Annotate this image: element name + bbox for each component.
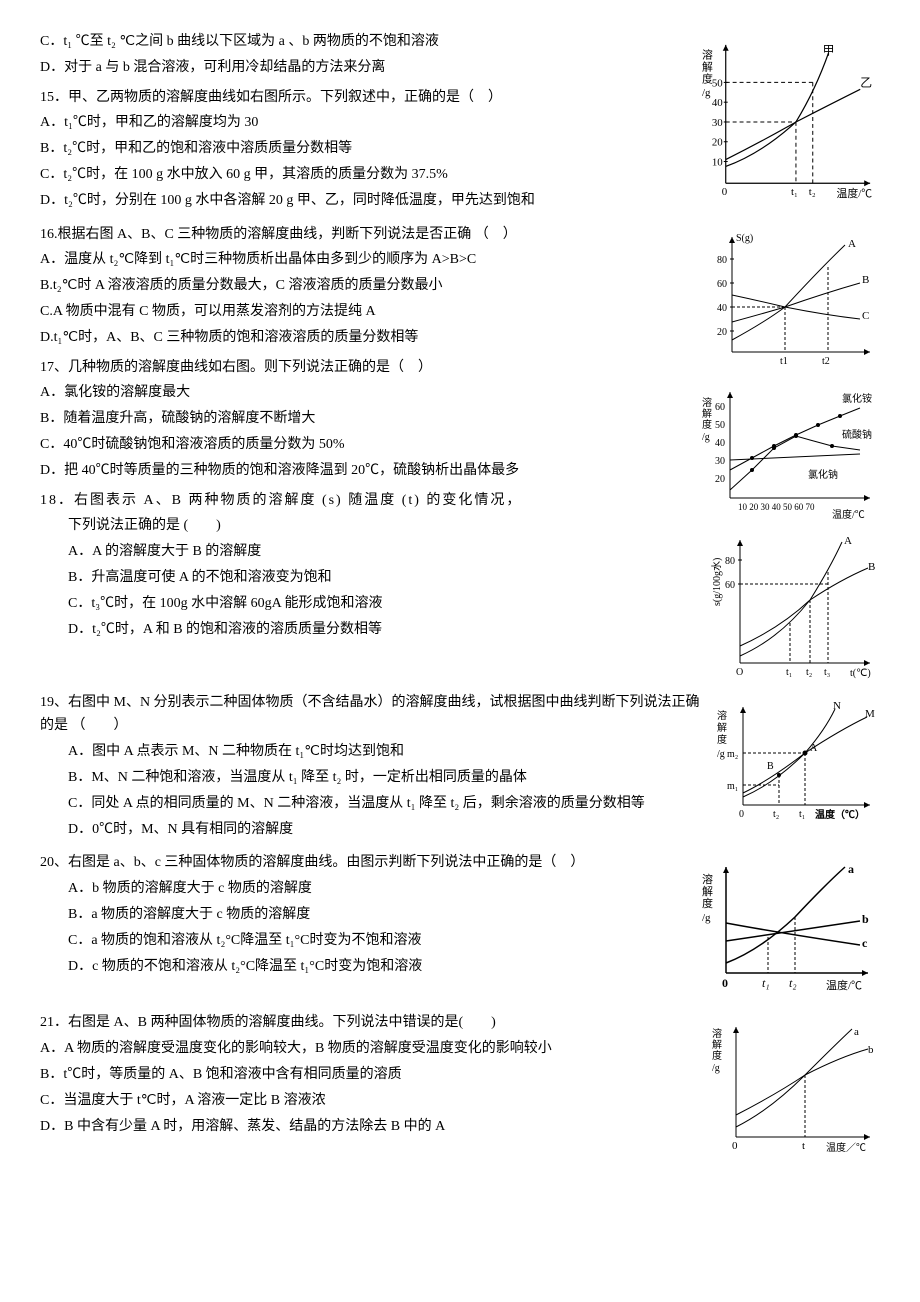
svg-text:t₃: t₃ — [824, 667, 830, 678]
q18-stem2: 下列说法正确的是 ( ) — [40, 514, 880, 538]
q15-optB: B．t₂℃时，甲和乙的饱和溶液中溶质质量分数相等 — [40, 137, 880, 161]
q16-stem: 16.根据右图 A、B、C 三种物质的溶解度曲线，判断下列说法是否正确 （ ） — [40, 223, 880, 247]
q19-stem: 19、右图中 M、N 分别表示二种固体物质（不含结晶水）的溶解度曲线，试根据图中… — [40, 691, 880, 739]
svg-text:t: t — [802, 1140, 805, 1152]
q18-optB: B．升高温度可使 A 的不饱和溶液变为饱和 — [40, 566, 880, 590]
q-pre-optD: D．对于 a 与 b 混合溶液，可利用冷却结晶的方法来分离 — [40, 56, 880, 80]
q-pre-optC: C．t₁ ℃至 t₂ ℃之间 b 曲线以下区域为 a 、b 两物质的不饱和溶液 — [40, 30, 880, 54]
q15-optC: C．t₂℃时，在 100 g 水中放入 60 g 甲，其溶质的质量分数为 37.… — [40, 163, 880, 187]
q16-optD: D.t₁℃时，A、B、C 三种物质的饱和溶液溶质的质量分数相等 — [40, 326, 880, 350]
q18-optD: D．t₂℃时，A 和 B 的饱和溶液的溶质质量分数相等 — [40, 618, 880, 642]
q15-optA: A．t₁℃时，甲和乙的溶解度均为 30 — [40, 111, 880, 135]
svg-text:t(℃): t(℃) — [850, 668, 871, 679]
q21-optB: B．t℃时，等质量的 A、B 饱和溶液中含有相同质量的溶质 — [40, 1063, 880, 1087]
q19-optA: A．图中 A 点表示 M、N 二种物质在 t₁℃时均达到饱和 — [40, 740, 880, 764]
svg-text:t₁: t₁ — [762, 976, 770, 990]
q20-optD: D．c 物质的不饱和溶液从 t₂°C降温至 t₁°C时变为饱和溶液 — [40, 955, 880, 979]
q21: 21．右图是 A、B 两种固体物质的溶解度曲线。下列说法中错误的是( ) A．A… — [40, 1011, 880, 1138]
q-pre: C．t₁ ℃至 t₂ ℃之间 b 曲线以下区域为 a 、b 两物质的不饱和溶液 … — [40, 30, 880, 80]
q19-optB: B．M、N 二种饱和溶液，当温度从 t₁ 降至 t₂ 时，一定析出相同质量的晶体 — [40, 766, 880, 790]
q15: 15．甲、乙两物质的溶解度曲线如右图所示。下列叙述中，正确的是（ ） A．t₁℃… — [40, 86, 880, 213]
q16: 16.根据右图 A、B、C 三种物质的溶解度曲线，判断下列说法是否正确 （ ） … — [40, 223, 880, 350]
q20: 20、右图是 a、b、c 三种固体物质的溶解度曲线。由图示判断下列说法中正确的是… — [40, 851, 880, 978]
q20-optB: B．a 物质的溶解度大于 c 物质的溶解度 — [40, 903, 880, 927]
q20-stem: 20、右图是 a、b、c 三种固体物质的溶解度曲线。由图示判断下列说法中正确的是… — [40, 851, 880, 875]
q18: 18．右图表示 A、B 两种物质的溶解度 (s) 随温度 (t) 的变化情况， … — [40, 489, 880, 642]
q18-stem: 18．右图表示 A、B 两种物质的溶解度 (s) 随温度 (t) 的变化情况， — [40, 489, 880, 513]
q18-optA: A．A 的溶解度大于 B 的溶解度 — [40, 540, 880, 564]
svg-text:t₁: t₁ — [786, 667, 792, 678]
q18-optC: C．t₃℃时，在 100g 水中溶解 60gA 能形成饱和溶液 — [40, 592, 880, 616]
svg-text:t₂: t₂ — [806, 667, 812, 678]
svg-text:0: 0 — [722, 976, 728, 990]
q17: 17、几种物质的溶解度曲线如右图。则下列说法正确的是（ ） A．氯化铵的溶解度最… — [40, 356, 880, 483]
q21-optA: A．A 物质的溶解度受温度变化的影响较大，B 物质的溶解度受温度变化的影响较小 — [40, 1037, 880, 1061]
q21-optC: C．当温度大于 t℃时，A 溶液一定比 B 溶液浓 — [40, 1089, 880, 1113]
svg-text:温度／℃: 温度／℃ — [826, 1141, 866, 1154]
q16-optA: A．温度从 t₂℃降到 t₁℃时三种物质析出晶体由多到少的顺序为 A>B>C — [40, 248, 880, 272]
q20-optC: C．a 物质的饱和溶液从 t₂°C降温至 t₁°C时变为不饱和溶液 — [40, 929, 880, 953]
q16-optB: B.t₂℃时 A 溶液溶质的质量分数最大，C 溶液溶质的质量分数最小 — [40, 274, 880, 298]
svg-text:0: 0 — [732, 1140, 738, 1152]
svg-text:温度/℃: 温度/℃ — [826, 978, 862, 992]
svg-text:t₂: t₂ — [789, 976, 797, 990]
q17-optB: B．随着温度升高，硫酸钠的溶解度不断增大 — [40, 407, 880, 431]
q17-optA: A．氯化铵的溶解度最大 — [40, 381, 880, 405]
q21-stem: 21．右图是 A、B 两种固体物质的溶解度曲线。下列说法中错误的是( ) — [40, 1011, 880, 1035]
q17-optD: D．把 40℃时等质量的三种物质的饱和溶液降温到 20℃，硫酸钠析出晶体最多 — [40, 459, 880, 483]
q20-optA: A．b 物质的溶解度大于 c 物质的溶解度 — [40, 877, 880, 901]
q15-stem: 15．甲、乙两物质的溶解度曲线如右图所示。下列叙述中，正确的是（ ） — [40, 86, 880, 110]
q19: 19、右图中 M、N 分别表示二种固体物质（不含结晶水）的溶解度曲线，试根据图中… — [40, 691, 880, 842]
q15-optD: D．t₂℃时，分别在 100 g 水中各溶解 20 g 甲、乙，同时降低温度，甲… — [40, 189, 880, 213]
q17-optC: C．40℃时硫酸钠饱和溶液溶质的质量分数为 50% — [40, 433, 880, 457]
q16-optC: C.A 物质中混有 C 物质，可以用蒸发溶剂的方法提纯 A — [40, 300, 880, 324]
q19-optC: C．同处 A 点的相同质量的 M、N 二种溶液，当温度从 t₁ 降至 t₂ 后，… — [40, 792, 880, 816]
q17-stem: 17、几种物质的溶解度曲线如右图。则下列说法正确的是（ ） — [40, 356, 880, 380]
q21-optD: D．B 中含有少量 A 时，用溶解、蒸发、结晶的方法除去 B 中的 A — [40, 1115, 880, 1139]
q19-optD: D．0℃时，M、N 具有相同的溶解度 — [40, 818, 880, 842]
svg-text:O: O — [736, 667, 743, 678]
